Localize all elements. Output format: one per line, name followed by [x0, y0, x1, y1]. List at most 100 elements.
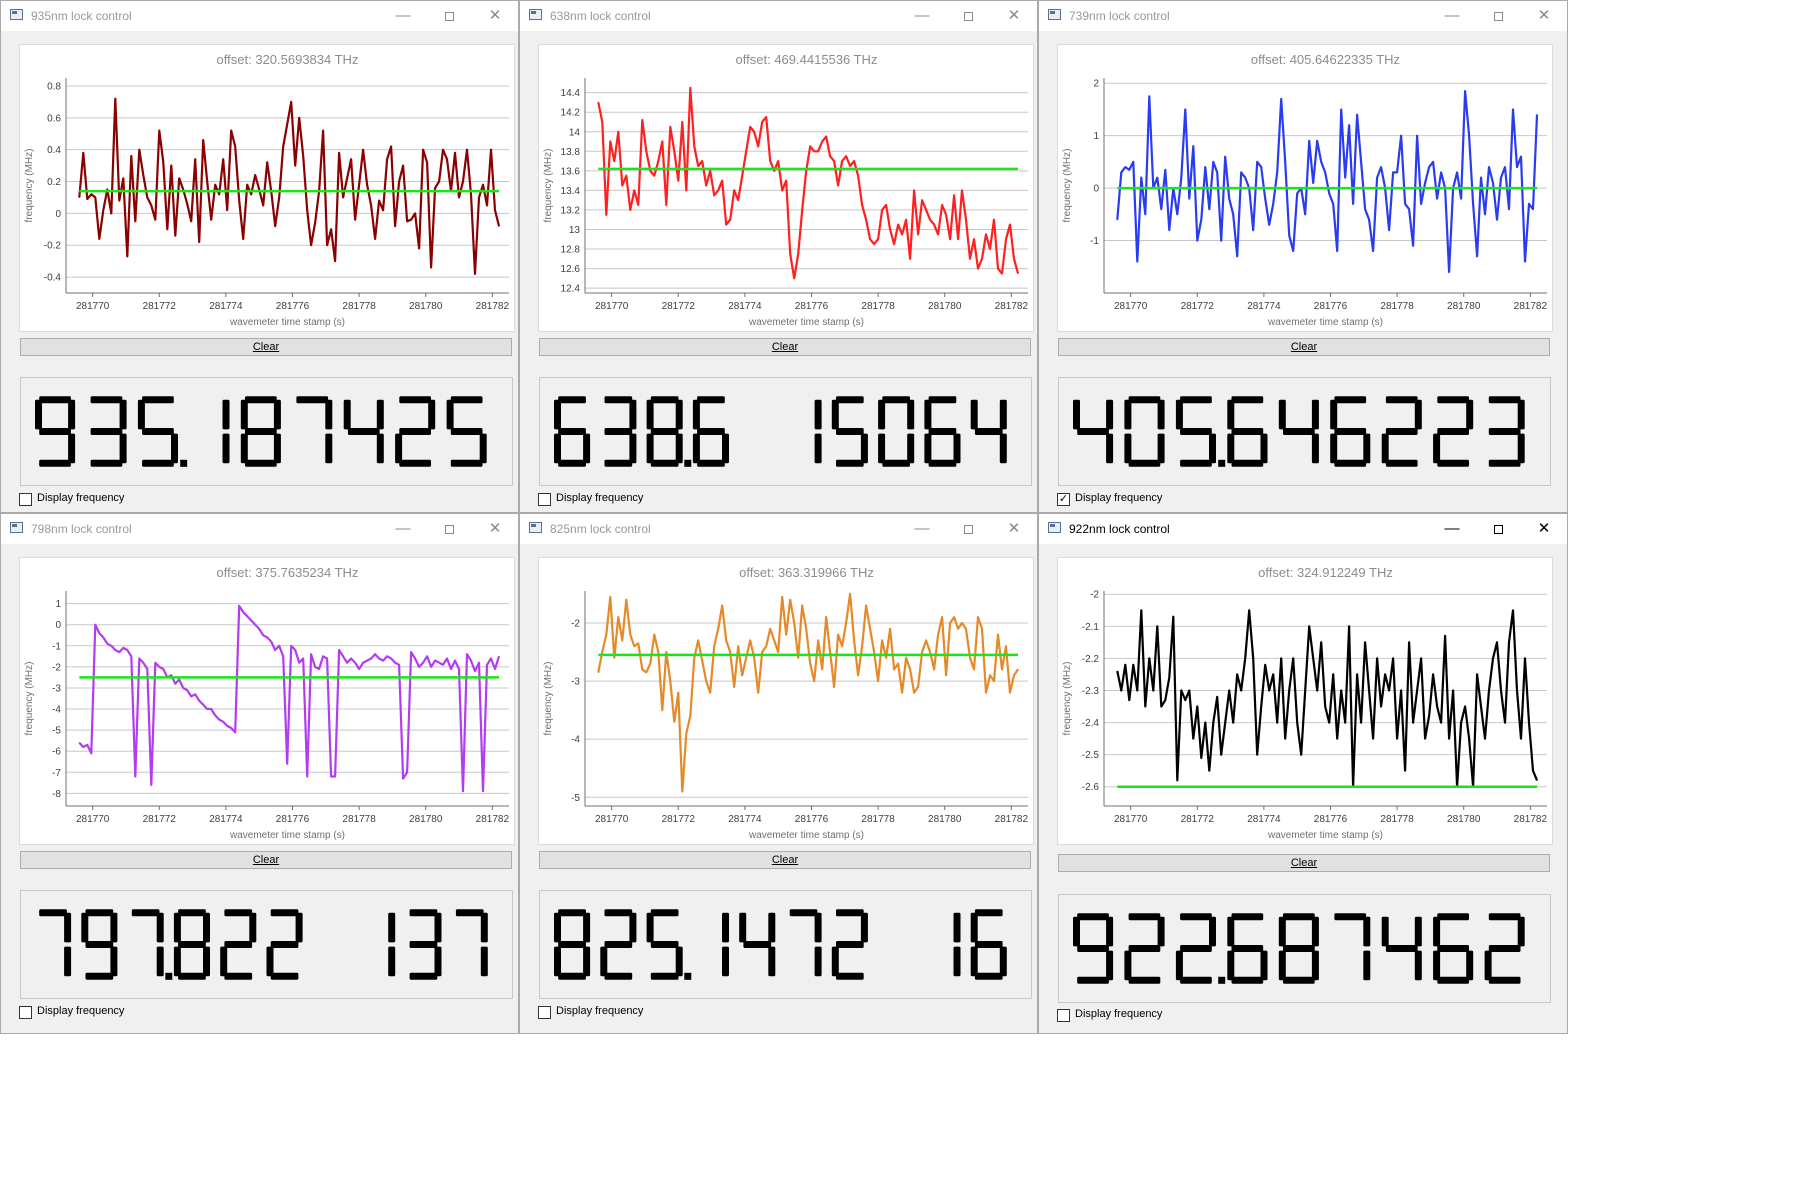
- minimize-icon[interactable]: —: [395, 7, 411, 24]
- close-icon[interactable]: ✕: [1537, 520, 1551, 537]
- data-point: [857, 175, 859, 177]
- x-tick-label: 281778: [1380, 301, 1414, 312]
- segment: [156, 946, 164, 977]
- data-point: [1448, 271, 1450, 273]
- clear-button[interactable]: Clear: [539, 851, 1031, 869]
- maximize-icon[interactable]: [426, 514, 472, 544]
- clear-button[interactable]: Clear: [539, 338, 1031, 356]
- segment: [974, 972, 1003, 980]
- segment: [974, 428, 1003, 435]
- plot-area: [66, 591, 509, 806]
- data-point: [1224, 156, 1226, 158]
- maximize-icon[interactable]: [945, 1, 991, 31]
- clear-button[interactable]: Clear: [1058, 854, 1550, 872]
- minimize-icon[interactable]: —: [914, 7, 930, 24]
- minimize-icon[interactable]: —: [914, 520, 930, 537]
- segment: [1437, 945, 1469, 952]
- data-point: [318, 668, 320, 670]
- clear-button[interactable]: Clear: [1058, 338, 1550, 356]
- data-point: [1268, 689, 1270, 692]
- close-icon[interactable]: ✕: [1007, 520, 1021, 537]
- title-bar[interactable]: 922nm lock control — ✕: [1039, 514, 1567, 544]
- maximize-icon[interactable]: [426, 1, 472, 31]
- frequency-display: [20, 890, 513, 999]
- maximize-icon[interactable]: [1475, 514, 1521, 544]
- data-point: [414, 657, 416, 660]
- display-digit: [1227, 913, 1268, 984]
- data-point: [989, 248, 991, 250]
- data-point: [821, 668, 823, 670]
- data-point: [1364, 641, 1366, 643]
- data-point: [1304, 689, 1306, 692]
- data-point: [869, 628, 871, 630]
- data-point: [685, 189, 687, 191]
- frequency-chart: offset: 320.5693834 THz -0.4 -0.2 0 0.2 0.4 0.…: [19, 44, 515, 332]
- data-point: [334, 775, 336, 778]
- data-point: [102, 209, 104, 211]
- segment: [446, 399, 454, 430]
- data-point: [366, 660, 368, 662]
- title-bar[interactable]: 638nm lock control — ✕: [520, 1, 1037, 31]
- data-point: [1152, 689, 1154, 692]
- data-point: [1432, 161, 1434, 163]
- close-icon[interactable]: ✕: [488, 7, 502, 24]
- data-series-line: [1116, 89, 1539, 274]
- checkbox-icon[interactable]: [19, 493, 32, 506]
- segment: [296, 396, 329, 404]
- checkbox-label: Display frequency: [37, 1005, 125, 1017]
- segment: [1381, 433, 1389, 464]
- data-point: [302, 155, 304, 157]
- x-tick-label: 281770: [595, 301, 629, 312]
- data-point: [218, 719, 220, 721]
- data-point: [114, 98, 116, 100]
- data-point: [881, 639, 883, 641]
- checkbox-icon[interactable]: ✓: [1057, 493, 1070, 506]
- data-point: [226, 725, 228, 727]
- segment: [928, 459, 957, 467]
- y-tick-label: -2.4: [1082, 718, 1100, 729]
- title-bar[interactable]: 825nm lock control — ✕: [520, 514, 1037, 544]
- data-point: [597, 671, 599, 673]
- lock-window-739nm: 739nm lock control — ✕ offset: 405.64622…: [1038, 0, 1568, 513]
- checkbox-icon[interactable]: [538, 493, 551, 506]
- data-point: [629, 209, 631, 211]
- data-point: [657, 651, 659, 653]
- minimize-icon[interactable]: —: [1444, 520, 1460, 537]
- checkbox-icon[interactable]: [538, 1006, 551, 1019]
- data-point: [1212, 722, 1214, 724]
- data-point: [889, 628, 891, 630]
- segment: [1488, 945, 1521, 952]
- data-point: [1124, 664, 1126, 666]
- data-point: [438, 662, 440, 664]
- maximize-icon[interactable]: [945, 514, 991, 544]
- data-point: [1376, 657, 1378, 659]
- clear-button[interactable]: Clear: [20, 338, 512, 356]
- data-point: [821, 140, 823, 143]
- data-point: [621, 184, 623, 187]
- data-point: [1480, 177, 1482, 179]
- segment: [173, 912, 181, 943]
- segment: [245, 428, 277, 435]
- close-icon[interactable]: ✕: [1007, 7, 1021, 24]
- segment: [388, 912, 396, 943]
- title-bar[interactable]: 739nm lock control — ✕: [1039, 1, 1567, 31]
- data-point: [466, 653, 468, 655]
- y-tick-label: 13.2: [561, 205, 581, 216]
- data-point: [969, 258, 971, 260]
- lock-window-638nm: 638nm lock control — ✕ offset: 469.44155…: [519, 0, 1038, 513]
- segment: [1231, 945, 1264, 952]
- minimize-icon[interactable]: —: [1444, 7, 1460, 24]
- maximize-icon[interactable]: [1475, 1, 1521, 31]
- display-digit: [554, 396, 591, 467]
- close-icon[interactable]: ✕: [1537, 7, 1551, 24]
- checkbox-icon[interactable]: [19, 1006, 32, 1019]
- checkbox-icon[interactable]: [1057, 1009, 1070, 1022]
- minimize-icon[interactable]: —: [395, 520, 411, 537]
- title-bar[interactable]: 935nm lock control — ✕: [1, 1, 518, 31]
- y-tick-label: 14.4: [561, 88, 581, 99]
- data-point: [905, 219, 907, 221]
- clear-button[interactable]: Clear: [20, 851, 512, 869]
- close-icon[interactable]: ✕: [488, 520, 502, 537]
- title-bar[interactable]: 798nm lock control — ✕: [1, 514, 518, 544]
- y-tick-label: -1: [52, 641, 61, 652]
